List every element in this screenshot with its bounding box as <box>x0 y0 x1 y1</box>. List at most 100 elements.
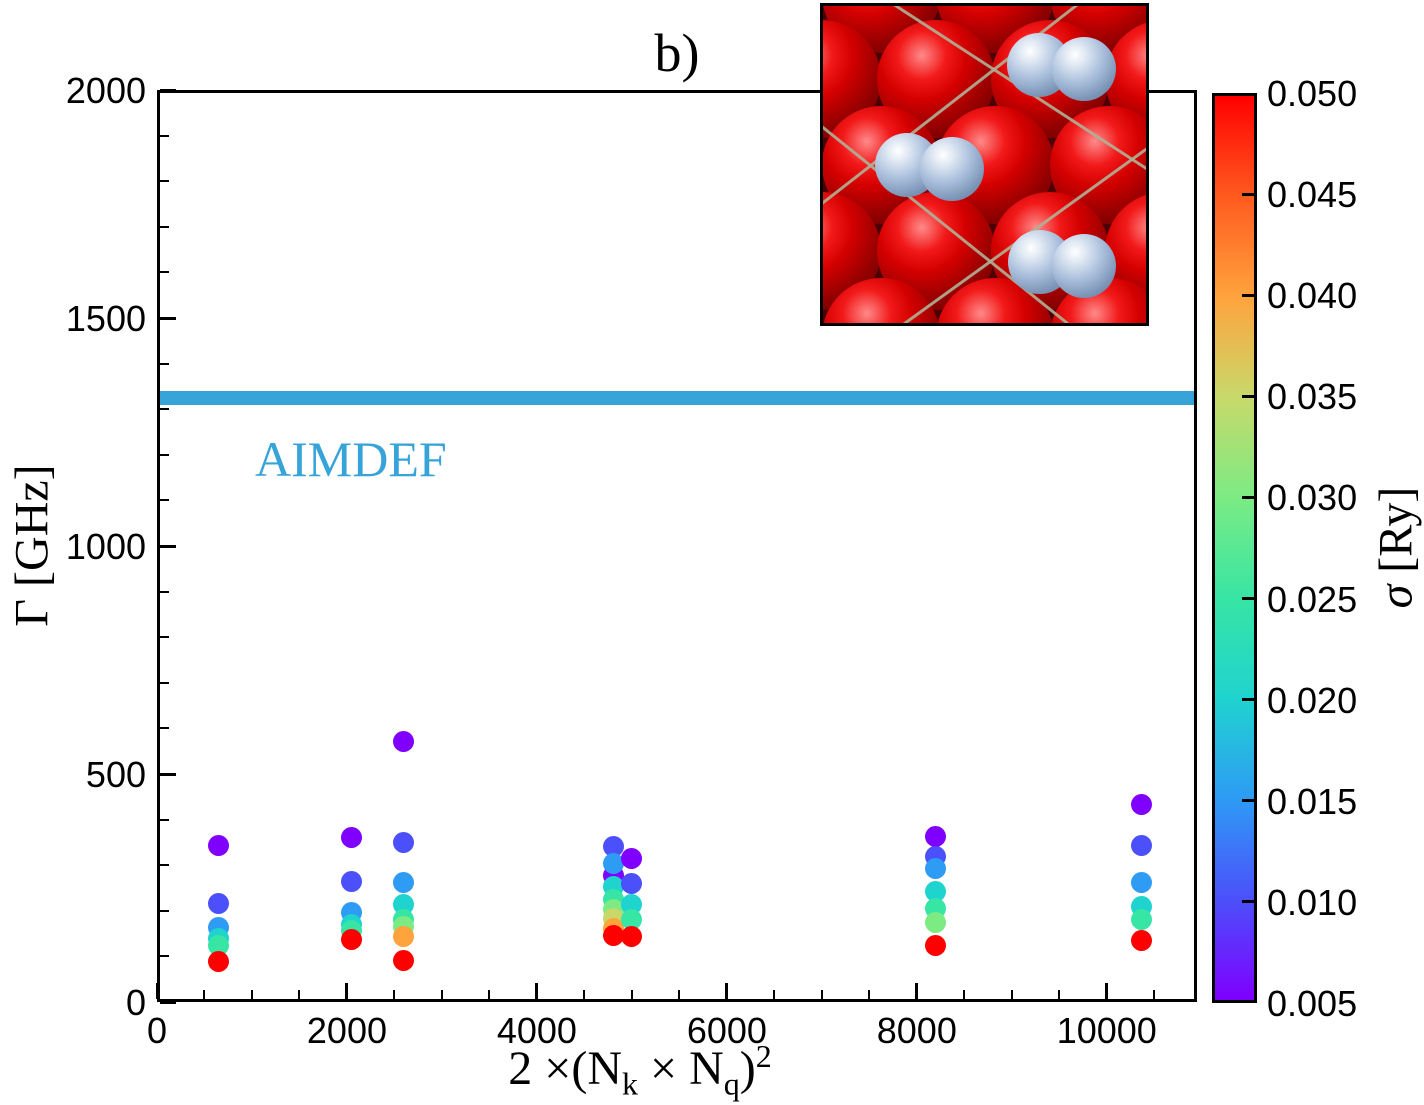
x-axis-minor-tick <box>250 990 253 999</box>
x-axis-tick-label: 6000 <box>686 1010 767 1051</box>
data-point <box>924 858 946 880</box>
x-axis-label-power: 2 <box>755 1038 772 1074</box>
y-axis-minor-tick <box>160 408 169 411</box>
x-axis-minor-tick <box>440 990 443 999</box>
y-axis-tick-label: 0 <box>125 982 146 1023</box>
x-axis-label-sub-k: k <box>622 1065 638 1102</box>
x-axis-label-sub-q: q <box>723 1065 740 1102</box>
y-axis-major-tick <box>160 544 176 548</box>
x-axis-minor-tick <box>868 990 871 999</box>
data-point <box>602 853 624 875</box>
x-axis-minor-tick <box>630 990 633 999</box>
x-axis-major-tick <box>725 983 729 999</box>
y-axis-minor-tick <box>160 909 169 912</box>
colorbar <box>1212 93 1257 1003</box>
x-axis-minor-tick <box>1058 990 1061 999</box>
colorbar-tick <box>1242 495 1254 499</box>
inset-structure-image <box>820 3 1149 326</box>
x-axis-minor-tick <box>393 990 396 999</box>
y-axis-minor-tick <box>160 225 169 228</box>
data-point <box>602 836 624 858</box>
x-axis-label-close: ) <box>739 1042 756 1095</box>
data-point <box>208 951 230 973</box>
x-axis-tick-label: 2000 <box>306 1010 387 1051</box>
y-axis-minor-tick <box>160 499 169 502</box>
data-point <box>392 832 414 854</box>
x-axis-tick-label: 10000 <box>1056 1010 1157 1051</box>
x-axis-minor-tick <box>1153 990 1156 999</box>
data-point <box>1131 909 1153 931</box>
data-point <box>392 949 414 971</box>
data-point <box>341 928 362 950</box>
colorbar-tick <box>1242 900 1254 904</box>
colorbar-label: σ [Ry] <box>1369 338 1424 758</box>
y-axis-minor-tick <box>160 636 169 639</box>
x-axis-tick-label: 4000 <box>496 1010 577 1051</box>
x-axis-minor-tick <box>488 990 491 999</box>
y-axis-minor-tick <box>160 134 169 137</box>
data-point <box>924 934 946 956</box>
x-axis-label-times: × N <box>638 1042 724 1095</box>
colorbar-tick-label: 0.025 <box>1267 578 1358 620</box>
y-axis-minor-tick <box>160 864 169 867</box>
colorbar-tick <box>1242 698 1254 702</box>
y-axis-minor-tick <box>160 362 169 365</box>
x-axis-tick-label: 0 <box>146 1010 168 1051</box>
y-axis-major-tick <box>160 772 176 776</box>
data-point <box>392 872 414 894</box>
aimdef-label: AIMDEF <box>255 431 447 487</box>
x-axis-major-tick <box>1105 983 1109 999</box>
data-point <box>621 873 643 895</box>
data-point <box>621 909 643 931</box>
adsorbate-atom <box>1052 37 1116 101</box>
colorbar-tick-label: 0.040 <box>1267 275 1358 317</box>
colorbar-tick-label: 0.045 <box>1267 174 1358 216</box>
data-point <box>392 730 414 752</box>
y-axis-minor-tick <box>160 271 169 274</box>
colorbar-tick-label: 0.035 <box>1267 376 1358 418</box>
x-axis-major-tick <box>345 983 349 999</box>
data-point <box>208 834 230 856</box>
y-axis-minor-tick <box>160 955 169 958</box>
colorbar-tick <box>1242 293 1254 297</box>
colorbar-tick-label: 0.050 <box>1267 73 1358 114</box>
x-axis-minor-tick <box>820 990 823 999</box>
data-point <box>602 925 624 947</box>
data-point <box>208 893 230 915</box>
colorbar-tick-label: 0.015 <box>1267 780 1358 822</box>
colorbar-tick-label: 0.005 <box>1267 983 1358 1024</box>
x-axis-minor-tick <box>1010 990 1013 999</box>
colorbar-tick <box>1242 799 1254 803</box>
data-point <box>208 935 230 957</box>
x-axis-minor-tick <box>203 990 206 999</box>
x-axis-label: 2 ×(Nk × Nq)2 <box>340 1038 940 1103</box>
y-axis-tick-label: 1500 <box>65 298 146 339</box>
y-axis-major-tick <box>160 1000 176 1004</box>
sigma-symbol: σ <box>1369 584 1423 609</box>
y-axis-minor-tick <box>160 818 169 821</box>
x-axis-minor-tick <box>678 990 681 999</box>
data-point <box>621 926 643 948</box>
colorbar-tick-label: 0.010 <box>1267 881 1358 923</box>
x-axis-minor-tick <box>773 990 776 999</box>
y-axis-tick-label: 2000 <box>65 70 146 111</box>
x-axis-major-tick <box>535 983 539 999</box>
y-axis-minor-tick <box>160 453 169 456</box>
x-axis-minor-tick <box>963 990 966 999</box>
plot-title: b) <box>654 23 700 83</box>
y-axis-minor-tick <box>160 681 169 684</box>
y-axis-major-tick <box>160 88 176 92</box>
x-axis-minor-tick <box>583 990 586 999</box>
colorbar-tick-label: 0.030 <box>1267 477 1358 519</box>
x-axis-minor-tick <box>298 990 301 999</box>
data-point <box>1131 834 1153 856</box>
aimdef-reference-band <box>160 390 1194 405</box>
colorbar-tick <box>1242 394 1254 398</box>
adsorbate-atom <box>920 137 984 201</box>
y-axis-major-tick <box>160 316 176 320</box>
y-axis-minor-tick <box>160 180 169 183</box>
x-axis-tick-label: 8000 <box>876 1010 957 1051</box>
y-axis-tick-label: 1000 <box>65 526 146 567</box>
data-point <box>924 911 946 933</box>
